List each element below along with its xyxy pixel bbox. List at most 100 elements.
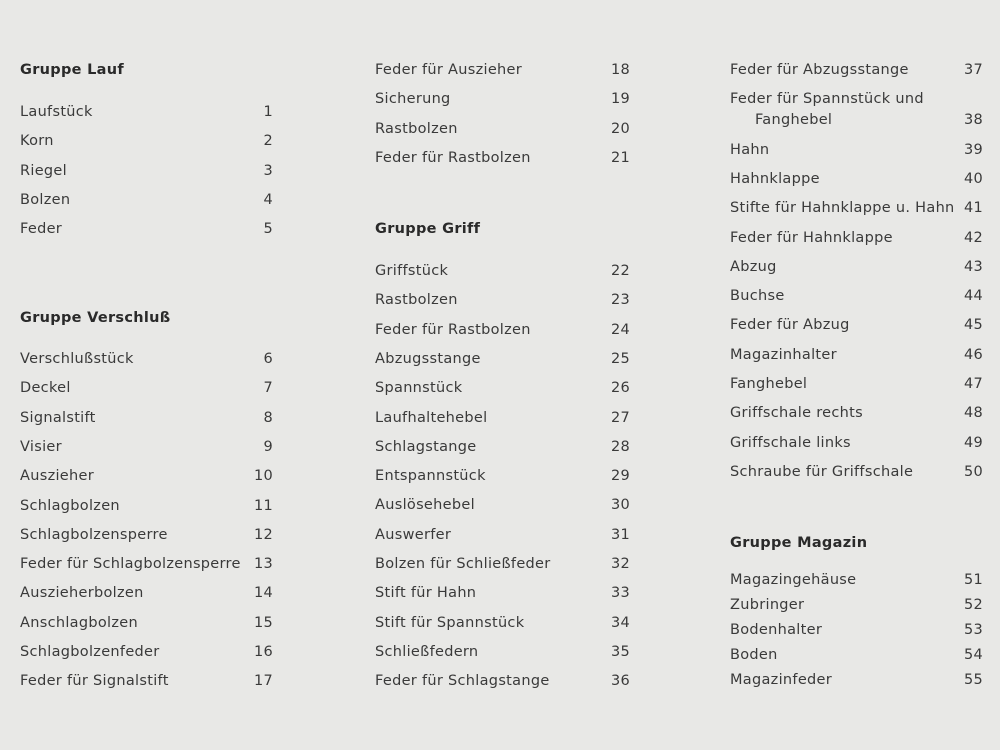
part-number: 1 xyxy=(263,104,273,120)
part-number: 31 xyxy=(610,526,630,543)
part-number: 38 xyxy=(963,112,983,129)
part-name: Auszieherbolzen xyxy=(20,585,144,602)
part-name: Feder für Auszieher xyxy=(375,62,523,78)
part-name: Bolzen xyxy=(20,191,71,208)
part-name: Laufhaltehebel xyxy=(375,409,488,426)
part-number: 52 xyxy=(963,597,983,613)
part-number: 25 xyxy=(610,350,630,367)
part-number: 12 xyxy=(253,526,273,543)
part-number: 32 xyxy=(610,556,630,572)
part-name: Visier xyxy=(20,438,62,455)
part-name: Feder für Spannstück und xyxy=(730,91,924,108)
part-name: Schlagstange xyxy=(375,438,477,455)
part-number: 3 xyxy=(263,162,273,179)
part-name: Rastbolzen xyxy=(375,120,458,137)
part-number: 14 xyxy=(253,585,273,602)
part-name: Laufstück xyxy=(20,104,93,120)
part-number: 53 xyxy=(963,622,983,638)
part-number: 11 xyxy=(253,497,273,514)
part-number: 43 xyxy=(963,258,983,275)
part-name: Bolzen für Schließfeder xyxy=(375,556,551,572)
part-number: 7 xyxy=(263,380,273,397)
part-name: Schlagbolzensperre xyxy=(20,526,168,543)
part-name: Feder für Abzugsstange xyxy=(730,62,909,78)
part-number: 22 xyxy=(610,263,630,279)
part-number: 15 xyxy=(253,614,273,631)
part-number: 19 xyxy=(610,91,630,108)
part-number: 26 xyxy=(610,380,630,397)
part-number: 8 xyxy=(263,409,273,426)
part-name: Griffstück xyxy=(375,263,449,279)
part-number: 42 xyxy=(963,229,983,246)
part-number: 24 xyxy=(610,321,630,338)
part-number: 18 xyxy=(610,62,630,78)
part-number: 30 xyxy=(610,497,630,514)
part-name: Stifte für Hahnklappe u. Hahn xyxy=(730,200,955,217)
part-name: Fanghebel xyxy=(730,376,808,392)
part-number: 54 xyxy=(963,647,983,663)
part-name: Griffschale links xyxy=(730,434,851,451)
part-name: Feder für Hahnklappe xyxy=(730,229,893,246)
part-number: 4 xyxy=(263,191,273,208)
part-name: Stift für Hahn xyxy=(375,585,477,602)
part-name: Hahn xyxy=(730,141,770,158)
part-number: 6 xyxy=(263,351,273,367)
part-name: Signalstift xyxy=(20,409,96,426)
part-number: 48 xyxy=(963,405,983,422)
part-number: 40 xyxy=(963,170,983,187)
part-name: Schließfedern xyxy=(375,643,479,660)
part-number: 51 xyxy=(963,572,983,588)
part-name: Buchse xyxy=(730,288,785,305)
part-name: Bodenhalter xyxy=(730,622,823,638)
part-name: Spannstück xyxy=(375,380,463,397)
part-name: Auslösehebel xyxy=(375,497,475,514)
part-name: Feder xyxy=(20,221,63,238)
part-number: 49 xyxy=(963,434,983,451)
part-number: 17 xyxy=(253,673,273,690)
part-name: Magazingehäuse xyxy=(730,572,857,588)
part-name: Abzugsstange xyxy=(375,350,481,367)
group-heading: Gruppe Lauf xyxy=(20,62,124,78)
part-name-continuation: Fanghebel xyxy=(755,112,833,129)
part-name: Feder für Schlagbolzensperre xyxy=(20,556,241,573)
part-number: 39 xyxy=(963,141,983,158)
part-name: Anschlagbolzen xyxy=(20,614,138,631)
part-number: 10 xyxy=(253,468,273,485)
part-name: Feder für Rastbolzen xyxy=(375,149,531,166)
part-name: Riegel xyxy=(20,162,67,179)
part-name: Auswerfer xyxy=(375,526,452,543)
part-number: 37 xyxy=(963,62,983,78)
part-name: Hahnklappe xyxy=(730,170,820,187)
part-name: Rastbolzen xyxy=(375,292,458,309)
part-number: 41 xyxy=(963,200,983,217)
part-number: 13 xyxy=(253,556,273,573)
group-heading: Gruppe Verschluß xyxy=(20,310,171,326)
part-number: 55 xyxy=(963,672,983,688)
part-number: 20 xyxy=(610,120,630,137)
part-name: Stift für Spannstück xyxy=(375,614,525,631)
part-name: Deckel xyxy=(20,380,71,397)
part-number: 33 xyxy=(610,585,630,602)
part-number: 28 xyxy=(610,438,630,455)
part-number: 29 xyxy=(610,468,630,485)
part-number: 46 xyxy=(963,346,983,363)
part-name: Feder für Signalstift xyxy=(20,673,169,690)
part-name: Korn xyxy=(20,133,54,150)
part-name: Zubringer xyxy=(730,597,805,613)
part-number: 35 xyxy=(610,643,630,660)
part-name: Abzug xyxy=(730,258,777,275)
part-name: Magazinhalter xyxy=(730,346,837,363)
part-name: Schlagbolzen xyxy=(20,497,120,514)
part-name: Schlagbolzenfeder xyxy=(20,644,160,660)
part-name: Magazinfeder xyxy=(730,672,833,688)
part-number: 45 xyxy=(963,317,983,334)
part-number: 34 xyxy=(610,614,630,631)
part-number: 27 xyxy=(610,409,630,426)
part-number: 23 xyxy=(610,292,630,309)
part-number: 21 xyxy=(610,149,630,166)
part-number: 36 xyxy=(610,673,630,690)
part-number: 47 xyxy=(963,376,983,392)
group-heading: Gruppe Magazin xyxy=(730,535,868,551)
part-number: 50 xyxy=(963,463,983,480)
part-number: 44 xyxy=(963,288,983,305)
